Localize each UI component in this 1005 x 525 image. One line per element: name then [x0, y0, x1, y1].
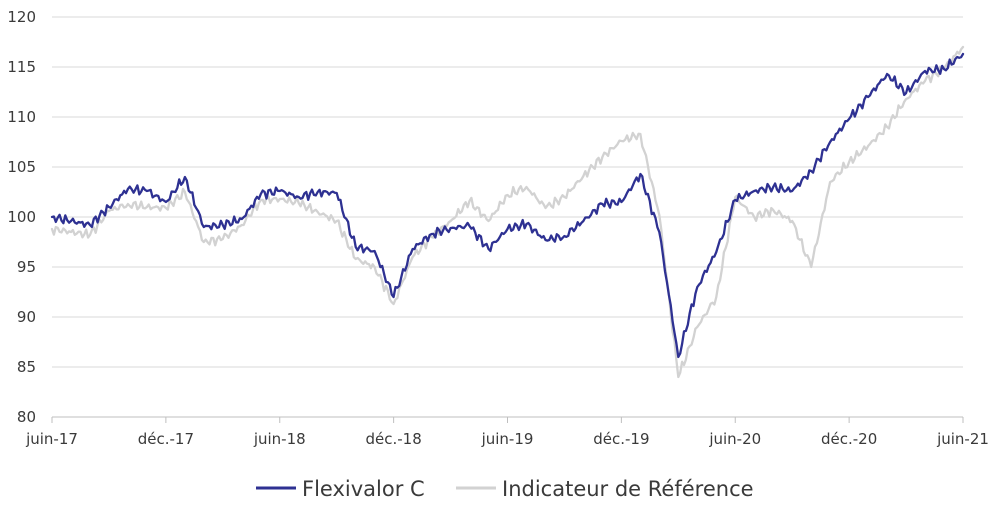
legend-label: Indicateur de Référence [502, 477, 754, 501]
x-tick-label: déc.-18 [365, 430, 421, 448]
x-tick-label: déc.-19 [593, 430, 649, 448]
x-tick-label: juin-18 [253, 430, 306, 448]
legend: Flexivalor C Indicateur de Référence [256, 477, 754, 501]
y-tick-label: 100 [7, 208, 36, 226]
x-tick-label: juin-20 [708, 430, 761, 448]
series-line-flexivalor-c [50, 52, 965, 359]
y-tick-label: 90 [17, 308, 36, 326]
x-tick-label: déc.-20 [821, 430, 877, 448]
series-lines [50, 45, 965, 379]
x-tick-label: juin-19 [481, 430, 534, 448]
y-tick-label: 105 [7, 158, 36, 176]
y-tick-label: 115 [7, 58, 36, 76]
legend-label: Flexivalor C [302, 477, 425, 501]
y-tick-label: 80 [17, 408, 36, 426]
axes: 80 85 90 95 100 105 110 115 120 juin-17 déc.-17 jui… [7, 8, 989, 448]
x-tick-label: juin-21 [936, 430, 989, 448]
y-tick-label: 110 [7, 108, 36, 126]
y-tick-label: 95 [17, 258, 36, 276]
series-line-indicateur-de-reference [50, 45, 965, 379]
y-tick-label: 120 [7, 8, 36, 26]
x-tick-label: juin-17 [25, 430, 78, 448]
x-tick-label: déc.-17 [138, 430, 194, 448]
y-tick-label: 85 [17, 358, 36, 376]
gridlines [52, 16, 963, 368]
